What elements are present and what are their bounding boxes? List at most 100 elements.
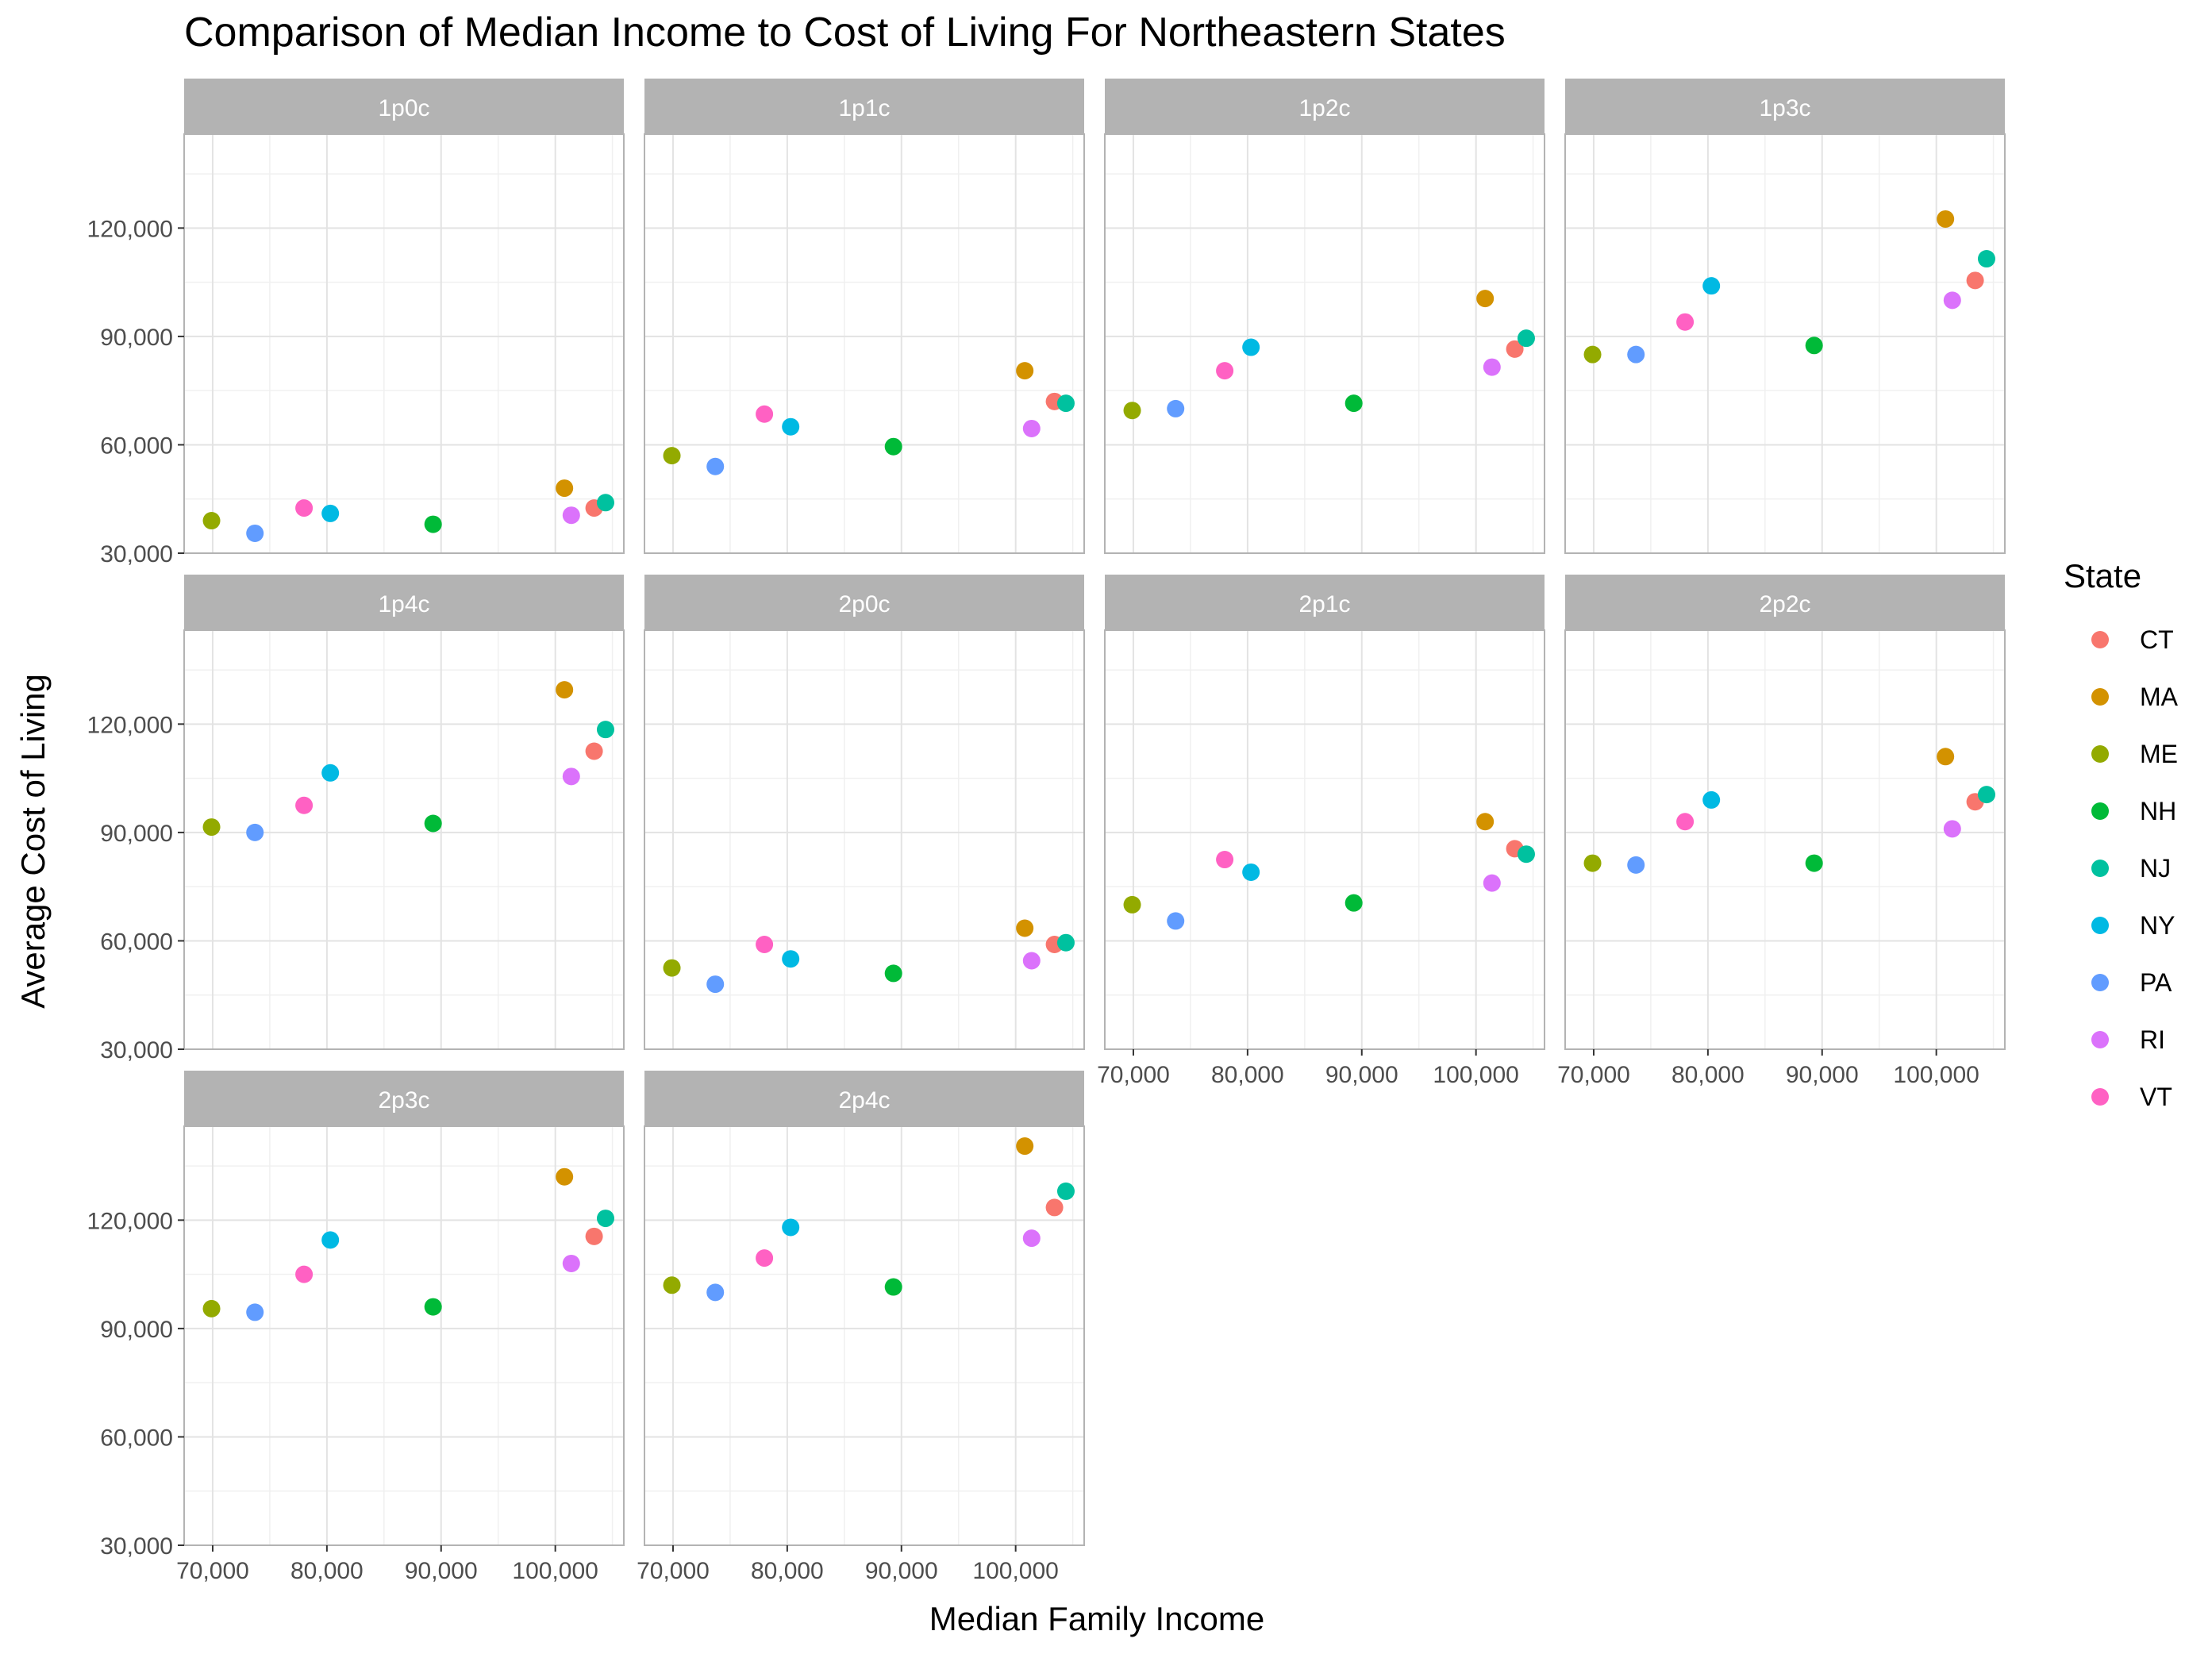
x-tick-label: 90,000 xyxy=(1325,1062,1398,1088)
point-pa-1p1c xyxy=(706,457,725,475)
point-ma-2p1c xyxy=(1476,813,1495,831)
x-tick-label: 70,000 xyxy=(637,1558,710,1584)
legend-key-nh xyxy=(2091,802,2109,820)
point-ri-2p1c xyxy=(1483,874,1501,892)
point-ri-2p3c xyxy=(562,1254,580,1272)
point-ri-1p3c xyxy=(1943,291,1961,310)
facet-panel-1p4c: 1p4c xyxy=(183,575,625,1050)
x-tick-label: 70,000 xyxy=(1557,1062,1630,1088)
x-tick-label: 100,000 xyxy=(972,1558,1058,1584)
y-tick-label: 60,000 xyxy=(100,1425,173,1451)
point-ri-1p0c xyxy=(562,506,580,525)
axes: 30,000 60,000 90,000 120,000 30,000 60,000 90,… xyxy=(87,216,1979,1584)
point-ri-1p1c xyxy=(1022,419,1041,437)
legend-label-vt: VT xyxy=(2140,1083,2172,1111)
point-ri-2p4c xyxy=(1022,1229,1041,1248)
y-tick-label: 90,000 xyxy=(100,821,173,847)
point-ri-2p0c xyxy=(1022,952,1041,970)
point-nh-1p4c xyxy=(424,814,442,833)
legend-key-nj xyxy=(2091,860,2109,877)
point-pa-2p4c xyxy=(706,1283,725,1302)
point-nh-1p2c xyxy=(1345,394,1363,413)
legend-label-me: ME xyxy=(2140,740,2178,768)
point-me-2p2c xyxy=(1583,854,1602,872)
y-tick-label: 90,000 xyxy=(100,325,173,351)
point-ct-2p3c xyxy=(585,1227,603,1245)
point-ny-2p1c xyxy=(1242,863,1260,881)
x-tick-label: 100,000 xyxy=(512,1558,598,1584)
point-ny-1p2c xyxy=(1242,338,1260,356)
point-ny-2p3c xyxy=(321,1231,340,1249)
point-nj-2p0c xyxy=(1056,933,1075,952)
legend-label-nh: NH xyxy=(2140,797,2176,825)
x-tick-label: 80,000 xyxy=(290,1558,364,1584)
legend-key-ri xyxy=(2091,1031,2109,1048)
point-vt-1p0c xyxy=(295,499,314,517)
facet-strip xyxy=(184,1071,624,1126)
facet-strip-label: 2p0c xyxy=(838,591,890,617)
point-ny-2p4c xyxy=(782,1218,800,1237)
legend: State CT MA ME NH NJ NY PA RI VT xyxy=(2064,557,2179,1111)
point-nh-2p4c xyxy=(884,1278,902,1296)
point-nh-2p3c xyxy=(424,1298,442,1316)
panel-border xyxy=(183,1125,625,1546)
point-me-2p0c xyxy=(663,959,681,977)
point-ma-1p2c xyxy=(1476,290,1495,308)
facet-strip xyxy=(1105,575,1545,630)
point-vt-2p3c xyxy=(295,1265,314,1283)
legend-key-ny xyxy=(2091,917,2109,934)
point-ma-1p4c xyxy=(556,681,574,699)
legend-label-ny: NY xyxy=(2140,911,2175,940)
point-pa-1p4c xyxy=(246,823,264,841)
x-tick-label: 100,000 xyxy=(1893,1062,1979,1088)
facet-panel-1p2c: 1p2c xyxy=(1104,79,1545,554)
point-vt-2p4c xyxy=(756,1249,774,1267)
facet-strip-label: 2p4c xyxy=(838,1087,890,1114)
point-ma-1p0c xyxy=(556,479,574,498)
legend-label-ma: MA xyxy=(2140,683,2179,711)
point-me-2p4c xyxy=(663,1276,681,1294)
point-nj-2p3c xyxy=(596,1210,614,1228)
panel-border xyxy=(183,133,625,554)
x-tick-label: 80,000 xyxy=(1211,1062,1284,1088)
point-me-1p0c xyxy=(202,512,221,530)
facet-strip-label: 1p1c xyxy=(838,95,890,121)
panel-border xyxy=(1104,629,1545,1050)
point-nj-2p4c xyxy=(1056,1182,1075,1200)
facet-strip-label: 2p3c xyxy=(378,1087,429,1114)
y-tick-label: 120,000 xyxy=(87,216,173,242)
y-tick-label: 30,000 xyxy=(100,1533,173,1560)
point-nj-1p2c xyxy=(1517,329,1535,348)
point-nj-2p1c xyxy=(1517,845,1535,864)
point-vt-1p1c xyxy=(756,405,774,423)
point-me-2p3c xyxy=(202,1299,221,1317)
point-vt-2p1c xyxy=(1216,851,1234,869)
y-tick-label: 90,000 xyxy=(100,1317,173,1343)
panel-border xyxy=(1104,133,1545,554)
x-tick-label: 80,000 xyxy=(751,1558,824,1584)
facet-strip xyxy=(1105,79,1545,134)
point-ny-2p0c xyxy=(782,950,800,968)
facet-strip xyxy=(644,1071,1084,1126)
x-tick-label: 90,000 xyxy=(1786,1062,1859,1088)
facet-strip xyxy=(644,575,1084,630)
panel-border xyxy=(183,629,625,1050)
point-me-1p3c xyxy=(1583,345,1602,363)
facet-strip-label: 1p0c xyxy=(378,95,429,121)
point-me-1p1c xyxy=(663,447,681,465)
legend-key-me xyxy=(2091,745,2109,763)
point-vt-2p2c xyxy=(1676,813,1695,831)
point-nh-1p1c xyxy=(884,437,902,456)
legend-label-nj: NJ xyxy=(2140,854,2171,883)
x-tick-label: 80,000 xyxy=(1672,1062,1745,1088)
facet-panel-2p1c: 2p1c xyxy=(1104,575,1545,1050)
facet-strip xyxy=(1565,79,2005,134)
facet-strip xyxy=(184,79,624,134)
facet-panel-1p0c: 1p0c xyxy=(183,79,625,554)
point-ny-2p2c xyxy=(1702,790,1721,809)
point-pa-2p0c xyxy=(706,975,725,994)
point-nj-2p2c xyxy=(1977,786,1995,804)
point-ct-1p4c xyxy=(585,742,603,760)
point-ct-2p4c xyxy=(1045,1198,1064,1217)
